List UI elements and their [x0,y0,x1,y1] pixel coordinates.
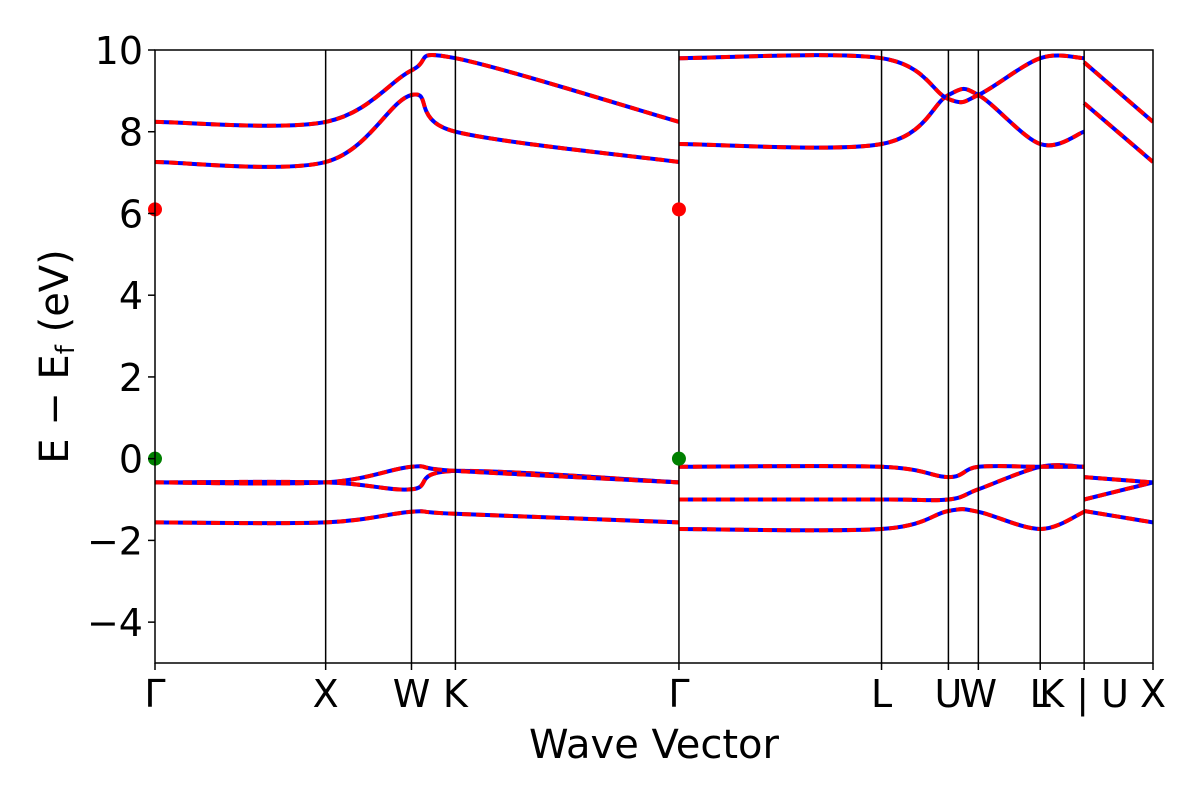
y-axis-label-sub: f [51,344,81,354]
y-tick-label-7: 10 [95,29,143,73]
y-tick-label-5: 6 [119,192,143,236]
band-3-segment-0-overlay [155,92,680,169]
y-tick-label-3: 2 [119,356,143,400]
x-tick-label-5: L [871,672,892,716]
band-3-segment-2-overlay [1082,101,1153,164]
x-tick-label-6: U [934,672,962,716]
y-tick-label-6: 8 [119,111,143,155]
band-4-segment-0 [155,53,680,128]
x-tick-label-10: X [1140,672,1166,716]
y-tick-label-2: 0 [119,438,143,482]
y-tick-label-0: −4 [87,601,143,645]
x-tick-label-7: W [960,672,998,716]
kpath-lines [324,50,1085,663]
band-1-segment-2-overlay [1083,480,1153,502]
x-tick-label-0: Γ [144,672,165,716]
y-tick-label-4: 4 [119,274,143,318]
y-axis-label-tail: (eV) [32,249,78,345]
x-tick-label-9: K | U [1039,672,1129,717]
vbm-marker-3 [671,451,686,466]
x-tick-label-2: W [393,672,431,716]
bands-layer [155,53,1153,533]
x-tick-label-3: K [443,672,469,716]
y-axis-ticks: −4 −2 0 2 4 6 8 10 [87,29,155,645]
band-0-segment-2-overlay [1083,509,1153,525]
x-tick-label-8: L [1030,672,1051,716]
band-3-segment-0 [155,92,680,169]
y-tick-label-1: −2 [87,519,143,563]
x-tick-label-4: Γ [668,672,689,716]
band-2-segment-2-overlay [1083,475,1153,485]
y-axis-label: E − Ef (eV) [32,249,81,464]
band-4-segment-2-overlay [1082,60,1153,124]
plot-frame [154,49,1154,664]
x-tick-label-1: X [313,672,339,716]
y-axis-label-main: E − E [32,354,78,464]
x-axis-label: Wave Vector [529,722,780,768]
cbm-marker-1 [671,202,686,217]
band-edge-markers [148,202,686,466]
